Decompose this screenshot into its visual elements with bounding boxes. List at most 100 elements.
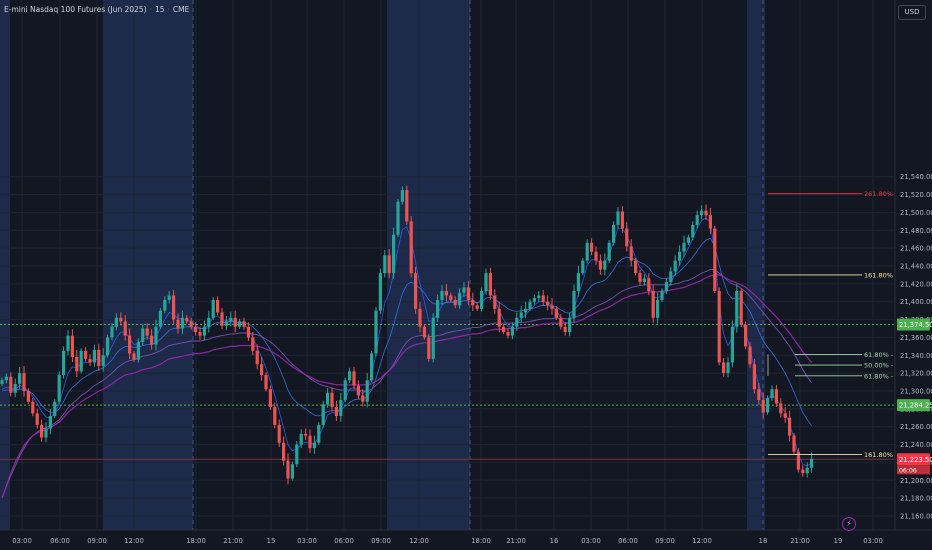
candle: [585, 242, 589, 261]
candle: [748, 346, 752, 365]
countdown-text: 06:06: [899, 467, 917, 474]
candle: [312, 442, 316, 449]
x-tick-label: 18: [759, 537, 768, 545]
x-tick-label: 21:00: [223, 537, 243, 545]
price-tag-text: 21,374.50: [899, 321, 932, 329]
candle: [383, 255, 387, 274]
interval: 15: [154, 5, 165, 14]
candle: [550, 305, 554, 309]
y-tick-label: 21,460.00: [900, 245, 932, 253]
candle: [774, 389, 778, 404]
candle: [114, 317, 118, 327]
y-tick-label: 21,400.00: [900, 298, 932, 306]
candle: [132, 353, 136, 360]
candle: [141, 328, 145, 342]
candle: [172, 295, 176, 320]
candle: [418, 308, 422, 327]
candle: [497, 308, 501, 327]
y-tick-label: 21,320.00: [900, 370, 932, 378]
candle: [198, 332, 202, 336]
candle: [704, 210, 708, 216]
candle: [713, 228, 717, 291]
x-tick-label: 21:00: [790, 537, 810, 545]
candle: [128, 335, 132, 354]
candle: [488, 273, 492, 296]
candle: [427, 337, 431, 359]
candle: [682, 242, 686, 252]
candle: [176, 319, 180, 329]
candle: [546, 301, 550, 306]
price-tag: [897, 318, 930, 331]
candle: [642, 278, 646, 283]
candle: [299, 433, 303, 445]
x-tick-label: 03:00: [581, 537, 601, 545]
candle: [273, 407, 277, 425]
candle: [220, 312, 224, 326]
fib-label: 161.80% -: [864, 451, 898, 459]
symbol-title[interactable]: E-mini Nasdaq 100 Futures (Jun 2025) · 15 ·…: [4, 5, 190, 14]
candle: [405, 190, 409, 222]
candle: [268, 389, 272, 408]
x-tick-label: 09:00: [655, 537, 675, 545]
candle: [356, 385, 360, 396]
candle: [669, 271, 673, 283]
candle: [528, 301, 532, 309]
ma-line-4: [1, 274, 813, 499]
x-tick-label: 06:00: [618, 537, 638, 545]
candle: [532, 298, 536, 302]
candle: [352, 371, 356, 386]
candle: [66, 335, 70, 351]
candle: [224, 321, 228, 326]
candle: [330, 392, 334, 408]
candle: [211, 299, 215, 318]
candle: [26, 391, 30, 402]
countdown-bg: [897, 465, 930, 475]
candle: [515, 317, 519, 327]
candle: [185, 317, 189, 322]
candle: [255, 350, 259, 365]
y-tick-label: 21,240.00: [900, 441, 932, 449]
candle: [572, 291, 576, 318]
candle: [678, 251, 682, 261]
candle: [752, 364, 756, 390]
candle: [444, 291, 448, 296]
candle: [31, 401, 35, 414]
currency-button[interactable]: USD: [898, 5, 926, 20]
candle: [502, 326, 506, 333]
candle: [145, 328, 149, 336]
y-tick-label: 21,160.00: [900, 513, 932, 521]
candle: [290, 464, 294, 479]
y-tick-label: 21,180.00: [900, 495, 932, 503]
candle: [163, 299, 167, 311]
candle: [207, 317, 211, 327]
candle: [79, 350, 83, 372]
candle: [84, 350, 88, 359]
candle: [422, 326, 426, 338]
candle: [18, 373, 22, 384]
candle: [537, 295, 541, 299]
candle: [493, 295, 497, 309]
candle: [638, 273, 642, 283]
candle: [339, 399, 343, 416]
candle: [92, 349, 96, 363]
candle: [194, 326, 198, 333]
candle: [343, 380, 347, 400]
candle: [779, 403, 783, 414]
fib-label: 161.80% -: [864, 271, 898, 279]
candle: [167, 295, 171, 300]
candle: [326, 392, 330, 405]
candle: [392, 234, 396, 274]
candle: [554, 308, 558, 318]
candle: [471, 299, 475, 306]
candle: [625, 228, 629, 247]
candle: [730, 326, 734, 363]
candle: [436, 299, 440, 318]
candle: [361, 395, 365, 402]
fib-label: 61.80% -: [864, 372, 894, 380]
candle: [616, 211, 620, 225]
candle: [414, 273, 418, 309]
lightning-icon[interactable]: ⚡: [842, 517, 856, 531]
fib-label: 61.80% -: [864, 351, 894, 359]
candle: [365, 380, 369, 402]
